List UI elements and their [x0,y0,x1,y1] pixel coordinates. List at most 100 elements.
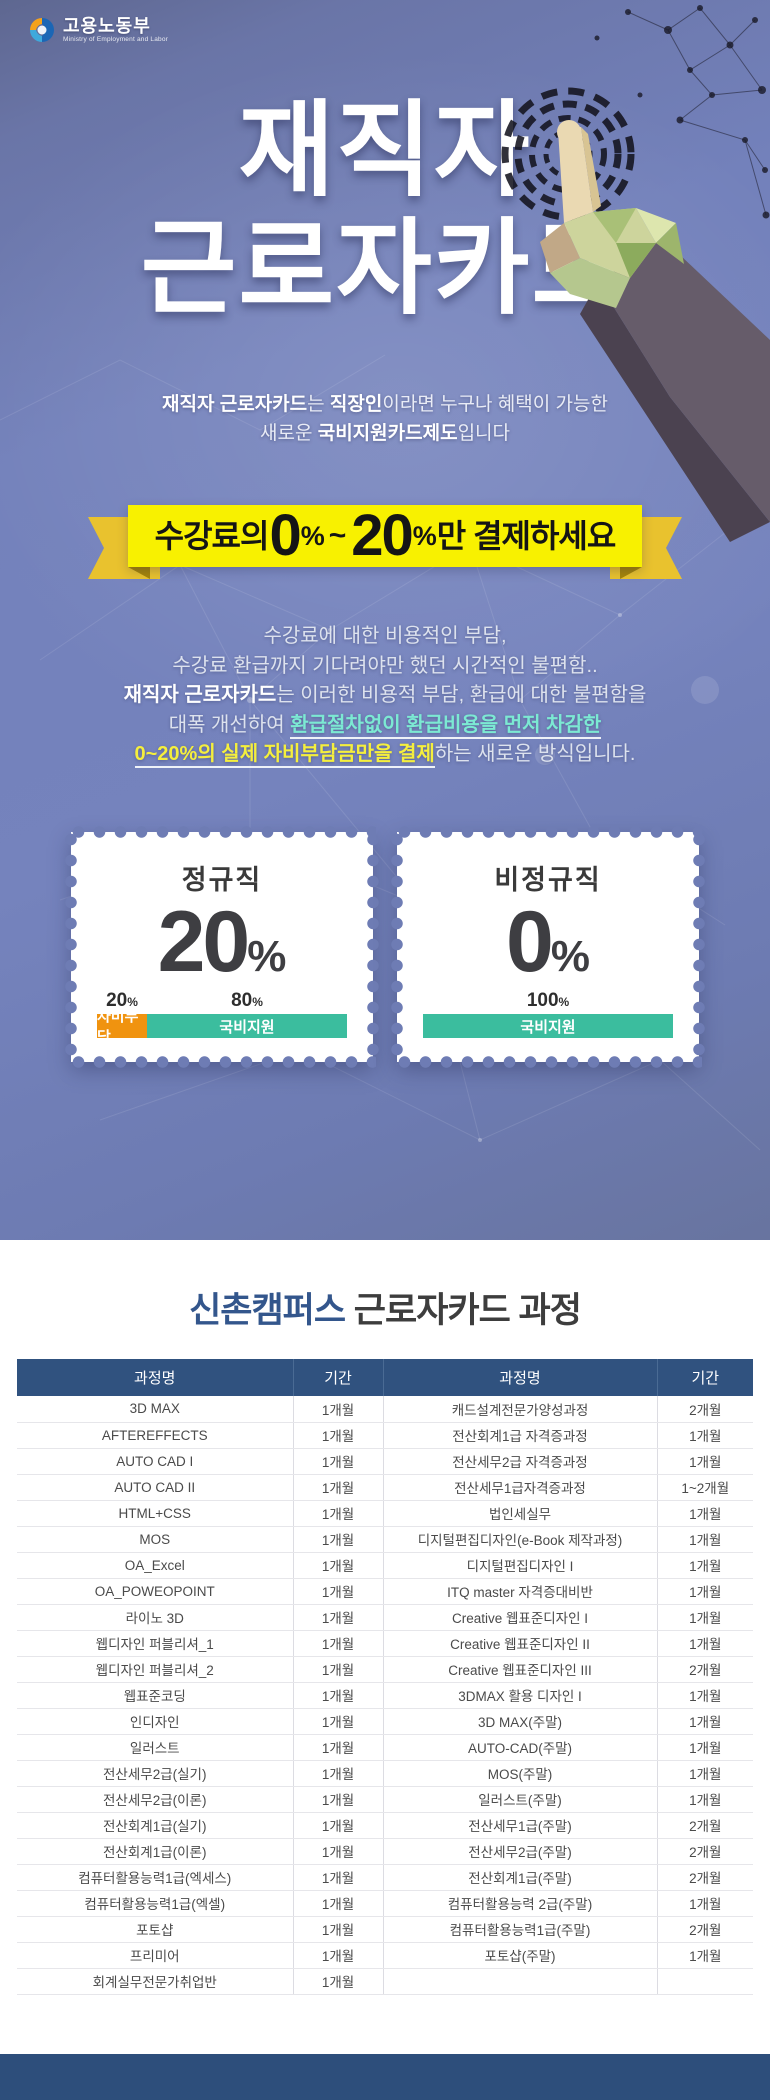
course-name-cell: Creative 웹표준디자인 I [383,1604,658,1631]
course-table-row: 컴퓨터활용능력1급(엑세스) 1개월 전산회계1급(주말) 2개월 [17,1864,753,1891]
course-table-row: 인디자인 1개월 3D MAX(주말) 1개월 [17,1708,753,1735]
duration-cell: 1개월 [657,1734,753,1761]
cost-share: 100% 국비지원 [423,990,673,1038]
teal-highlight: 환급절차없이 환급비용을 먼저 차감한 [290,713,602,739]
course-name-cell: 라이노 3D [17,1604,294,1631]
course-table-row: 회계실무전문가취업반 1개월 [17,1968,753,1995]
course-table-row: 프리미어 1개월 포토샵(주말) 1개월 [17,1942,753,1969]
header-duration-1: 기간 [293,1359,384,1396]
ribbon-text-post: 만 결제하세요 [436,518,617,554]
yellow-highlight: 0~20%의 실제 자비부담금만을 결제 [134,743,435,768]
course-name-cell: 전산회계1급 자격증과정 [383,1422,658,1449]
ribbon-number-0: 0 [269,503,301,568]
desc-line3: 재직자 근로자카드는 이러한 비용적 부담, 환급에 대한 불편함을 [123,684,647,706]
desc-line4: 대폭 개선하여 환급절차없이 환급비용을 먼저 차감한 [0,711,770,741]
duration-cell: 1개월 [657,1708,753,1735]
course-table-header-row: 과정명 기간 과정명 기간 [17,1359,753,1396]
course-name-cell: AUTO CAD I [17,1448,294,1475]
ribbon-text-pre: 수강료의 [154,518,270,554]
duration-cell: 1개월 [657,1604,753,1631]
duration-cell: 1개월 [293,1682,384,1709]
hero-subtitle-line2: 새로운 국비지원카드제도입니다 [259,423,511,444]
hero-subtitle-line1: 재직자 근로자카드는 직장인이라면 누구나 혜택이 가능한 [162,394,608,415]
stamp-perforation [391,829,403,1065]
hero-title: 재직자 근로자카드 [0,92,770,328]
course-table-row: HTML+CSS 1개월 법인세실무 1개월 [17,1500,753,1527]
course-table-row: MOS 1개월 디지털편집디자인(e-Book 제작과정) 1개월 [17,1526,753,1553]
footer-bar [0,2054,770,2100]
course-name-cell: 법인세실무 [383,1500,658,1527]
course-name-cell: 웹디자인 퍼블리셔_2 [17,1656,294,1683]
course-name-cell: HTML+CSS [17,1500,294,1527]
course-name-cell: 전산세무2급(이론) [17,1786,294,1813]
course-table-row: OA_Excel 1개월 디지털편집디자인 I 1개월 [17,1552,753,1579]
stamp-perforation [65,829,77,1065]
duration-cell: 1개월 [293,1526,384,1553]
desc-line1: 수강료에 대한 비용적인 부담, [263,625,507,647]
gov-support-segment: 국비지원 [423,1014,673,1038]
duration-cell: 1개월 [293,1552,384,1579]
stamp-value: 20% [157,894,287,990]
course-table: 과정명 기간 과정명 기간 3D MAX 1개월 캐드설계전문가양성과정 2개월 AFT… [17,1359,753,1995]
course-name-cell: OA_POWEOPOINT [17,1578,294,1605]
stamp-perforation [367,829,379,1065]
ministry-logo-subtitle: Ministry of Employment and Labor [63,35,169,43]
stamp-perforation [68,1056,376,1068]
course-table-row: AUTO CAD I 1개월 전산세무2급 자격증과정 1개월 [17,1448,753,1475]
course-table-row: 컴퓨터활용능력1급(엑셀) 1개월 컴퓨터활용능력 2급(주말) 1개월 [17,1890,753,1917]
course-name-cell: 포토샵(주말) [383,1942,658,1969]
course-name-cell: 3D MAX [17,1396,294,1423]
duration-cell: 1개월 [293,1890,384,1917]
course-name-cell: 캐드설계전문가양성과정 [383,1396,658,1423]
course-table-row: AFTEREFFECTS 1개월 전산회계1급 자격증과정 1개월 [17,1422,753,1449]
duration-cell: 1개월 [293,1422,384,1449]
duration-cell: 1개월 [657,1448,753,1475]
course-name-cell: 전산세무2급(주말) [383,1838,658,1865]
course-name-cell: AUTO-CAD(주말) [383,1734,658,1761]
desc-line2: 수강료 환급까지 기다려야만 했던 시간적인 불편함.. [172,654,598,677]
course-table-row: 전산회계1급(실기) 1개월 전산세무1급(주말) 2개월 [17,1812,753,1839]
cost-share-bar: 자비부담 국비지원 [97,1008,347,1046]
stamp-perforation [394,1056,702,1068]
duration-cell: 1개월 [293,1656,384,1683]
course-name-cell: 일러스트(주말) [383,1786,658,1813]
course-name-cell: 프리미어 [17,1942,294,1969]
cost-share-bar: 국비지원 [423,1014,673,1038]
hero-banner: 고용노동부 Ministry of Employment and Labor 재… [0,0,770,1240]
header-duration-2: 기간 [657,1359,753,1396]
duration-cell: 1개월 [657,1578,753,1605]
course-name-cell: 전산회계1급(실기) [17,1812,294,1839]
duration-cell: 1개월 [293,1786,384,1813]
duration-cell: 1개월 [293,1942,384,1969]
duration-cell: 1개월 [657,1500,753,1527]
course-table-row: 라이노 3D 1개월 Creative 웹표준디자인 I 1개월 [17,1604,753,1631]
duration-cell: 1개월 [293,1500,384,1527]
duration-cell: 1개월 [657,1942,753,1969]
course-name-cell: MOS(주말) [383,1760,658,1787]
course-table-row: 웹디자인 퍼블리셔_2 1개월 Creative 웹표준디자인 III 2개월 [17,1656,753,1683]
course-table-row: 포토샵 1개월 컴퓨터활용능력1급(주말) 2개월 [17,1916,753,1943]
course-name-cell: 웹표준코딩 [17,1682,294,1709]
course-name-cell: 인디자인 [17,1708,294,1735]
duration-cell: 2개월 [657,1916,753,1943]
course-name-cell: 컴퓨터활용능력 2급(주말) [383,1890,658,1917]
ministry-logo-name: 고용노동부 [63,15,151,36]
gov-support-segment: 국비지원 [147,1014,347,1038]
stamp-perforation [394,826,702,838]
duration-cell: 1개월 [657,1760,753,1787]
duration-cell: 1개월 [293,1708,384,1735]
course-name-cell: 컴퓨터활용능력1급(엑세스) [17,1864,294,1891]
ministry-logo-icon [30,18,54,42]
duration-cell: 1개월 [657,1630,753,1657]
cost-share: 20% 80% 자비부담 국비지원 [97,990,347,1046]
course-name-cell: 디지털편집디자인 I [383,1552,658,1579]
course-table-row: 웹디자인 퍼블리셔_1 1개월 Creative 웹표준디자인 II 1개월 [17,1630,753,1657]
stamp-value: 0% [506,894,590,990]
course-table-row: 3D MAX 1개월 캐드설계전문가양성과정 2개월 [17,1396,753,1423]
stamp-regular-worker: 정규직 20% 20% 80% 자비부담 국비지원 [65,826,379,1068]
duration-cell: 1개월 [657,1526,753,1553]
stamp-title: 정규직 [181,865,263,895]
hero-title-line1: 재직자 [238,93,532,209]
course-name-cell: OA_Excel [17,1552,294,1579]
